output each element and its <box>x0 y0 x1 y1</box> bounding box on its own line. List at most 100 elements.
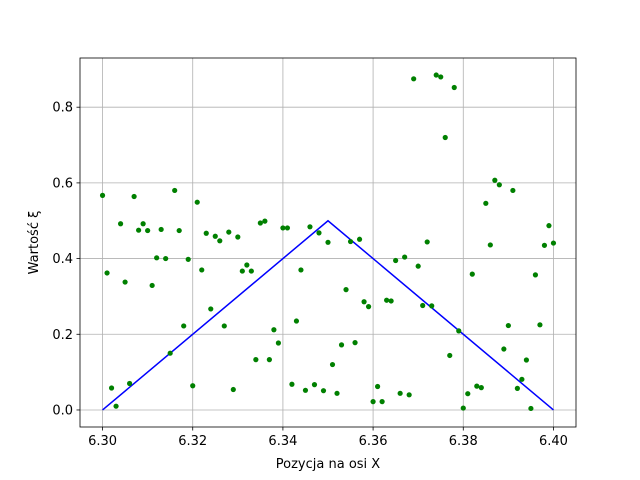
scatter-point <box>262 218 268 224</box>
scatter-point <box>411 76 417 82</box>
y-tick-label: 0.2 <box>52 328 73 343</box>
scatter-point <box>379 399 385 405</box>
scatter-point <box>298 267 304 273</box>
scatter-point <box>284 225 291 231</box>
scatter-point <box>438 74 444 80</box>
scatter-point <box>208 306 214 312</box>
scatter-point <box>163 255 169 262</box>
scatter-point <box>338 342 345 348</box>
scatter-point <box>402 254 408 260</box>
x-tick-label: 6.34 <box>268 434 297 449</box>
line-series <box>102 219 554 411</box>
scatter-point <box>496 182 502 188</box>
scatter-point <box>501 346 507 352</box>
x-axis-ticks: 6.30 6.32 6.34 6.36 6.38 6.40 <box>88 427 568 449</box>
scatter-point <box>334 390 340 396</box>
scatter-point <box>505 322 511 329</box>
scatter-point <box>465 391 471 397</box>
scatter-point <box>325 239 331 245</box>
scatter-point <box>361 299 367 305</box>
scatter-point <box>190 383 196 389</box>
scatter-point <box>316 230 322 236</box>
scatter-point <box>217 238 223 244</box>
scatter-point <box>199 267 205 273</box>
scatter-point <box>167 350 173 356</box>
scatter-point <box>375 383 381 390</box>
y-tick-label: 0.8 <box>52 101 73 116</box>
scatter-point <box>226 229 232 235</box>
scatter-point <box>356 236 363 242</box>
scatter-point <box>104 270 110 276</box>
scatter-point <box>239 268 245 274</box>
scatter-point <box>108 385 115 391</box>
scatter-point <box>280 225 286 231</box>
y-tick-label: 0.4 <box>52 252 73 267</box>
scatter-point <box>149 282 155 289</box>
x-tick-label: 6.36 <box>359 434 388 449</box>
scatter-point <box>487 242 493 248</box>
scatter-point <box>532 272 539 278</box>
scatter-point <box>181 323 187 329</box>
scatter-point <box>365 304 372 310</box>
scatter-point <box>136 227 142 233</box>
scatter-point <box>221 323 227 329</box>
x-tick-label: 6.38 <box>449 434 478 449</box>
scatter-point <box>460 405 466 411</box>
y-tick-label: 0.6 <box>52 176 73 191</box>
scatter-point <box>230 386 236 393</box>
scatter-point <box>546 223 552 229</box>
scatter-point <box>523 357 530 363</box>
scatter-point <box>384 297 390 303</box>
scatter-series <box>99 72 557 412</box>
scatter-point <box>474 383 480 389</box>
scatter-point <box>271 327 277 333</box>
scatter-point <box>127 380 133 387</box>
scatter-point <box>302 387 309 393</box>
scatter-point <box>406 392 412 398</box>
scatter-point <box>320 388 327 394</box>
scatter-point <box>140 221 146 227</box>
scatter-point <box>329 361 336 368</box>
scatter-point <box>154 255 160 261</box>
x-tick-label: 6.32 <box>178 434 207 449</box>
scatter-point <box>212 233 218 239</box>
scatter-point <box>307 224 313 230</box>
scatter-point <box>447 352 453 359</box>
scatter-point <box>117 221 124 227</box>
scatter-point <box>343 287 349 293</box>
scatter-point <box>510 187 516 194</box>
y-tick-label: 0.0 <box>52 403 73 418</box>
scatter-point <box>393 257 399 264</box>
x-axis-label: Pozycja na osi X <box>276 457 381 472</box>
scatter-point <box>257 220 263 226</box>
x-tick-label: 6.40 <box>539 434 568 449</box>
scatter-point <box>514 385 520 391</box>
scatter-point <box>172 187 178 194</box>
scatter-point <box>370 399 376 405</box>
y-axis-label: Wartość ξ <box>27 211 42 275</box>
scatter-point <box>388 298 394 304</box>
scatter-point <box>550 240 557 246</box>
scatter-point <box>456 328 462 334</box>
scatter-point <box>433 72 439 78</box>
scatter-point <box>429 303 435 309</box>
scatter-point <box>145 227 151 234</box>
scatter-point <box>203 230 209 236</box>
scatter-point <box>275 340 281 346</box>
plot-frame <box>79 57 577 428</box>
scatter-point <box>519 376 525 382</box>
scatter-point <box>248 268 254 274</box>
scatter-point <box>541 242 548 248</box>
x-tick-label: 6.30 <box>88 434 117 449</box>
scatter-point <box>131 193 137 200</box>
scatter-point <box>158 226 164 233</box>
scatter-point <box>266 357 272 363</box>
scatter-point <box>244 262 250 268</box>
scatter-point <box>176 227 182 234</box>
scatter-point <box>347 238 354 245</box>
scatter-point <box>293 318 300 324</box>
scatter-point <box>194 199 200 205</box>
scatter-point <box>483 200 489 206</box>
